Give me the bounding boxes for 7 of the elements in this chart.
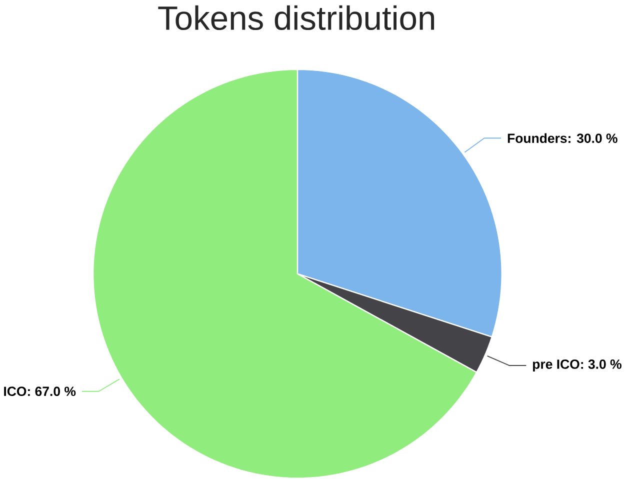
slice-label: ICO: [4, 386, 26, 396]
data-label: : 3.0 %: [581, 360, 622, 369]
data-label: : 67.0 %: [28, 386, 76, 396]
slice-label: Founders: [508, 133, 567, 144]
data-label: : 30.0 %: [568, 134, 618, 144]
slice-label: pre ICO: [533, 360, 580, 372]
chart-title: Tokens distribution: [158, 5, 434, 30]
